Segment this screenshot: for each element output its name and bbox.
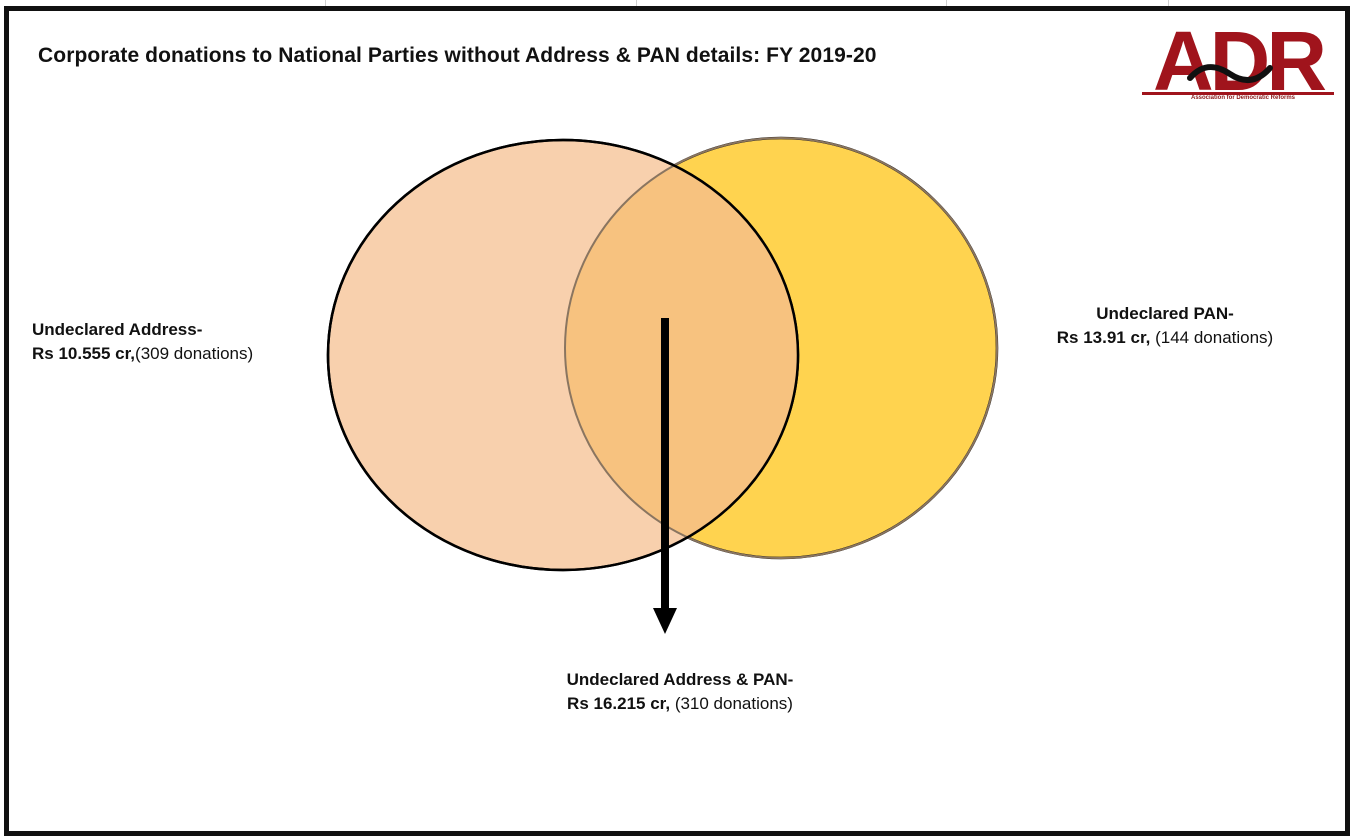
address-label: Undeclared Address- Rs 10.555 cr,(309 do… <box>32 318 253 366</box>
pan-count: (144 donations) <box>1155 328 1274 347</box>
adr-logo-bar <box>1142 92 1334 95</box>
gridline <box>636 0 637 6</box>
overlap-amount: Rs 16.215 cr, <box>567 694 671 713</box>
arrow-head <box>653 608 677 634</box>
gridline <box>325 0 326 6</box>
overlap-label: Undeclared Address & PAN- Rs 16.215 cr, … <box>480 668 880 716</box>
address-count: (309 donations) <box>135 344 254 363</box>
pan-amount: Rs 13.91 cr, <box>1056 328 1151 347</box>
overlap-heading: Undeclared Address & PAN- <box>566 670 794 689</box>
adr-logo-tagline: Association for Democratic Reforms <box>1190 95 1296 101</box>
gridline <box>1168 0 1169 6</box>
gridline <box>946 0 947 6</box>
overlap-region <box>565 140 798 558</box>
pan-label: Undeclared PAN- Rs 13.91 cr, (144 donati… <box>1000 302 1330 350</box>
adr-logo-swoosh <box>1187 64 1273 83</box>
arrow-shaft <box>661 318 669 612</box>
pan-heading: Undeclared PAN- <box>1096 304 1234 323</box>
adr-logo: ADR <box>1142 18 1334 108</box>
diagram-title: Corporate donations to National Parties … <box>38 44 877 67</box>
address-amount: Rs 10.555 cr, <box>32 344 136 363</box>
overlap-count: (310 donations) <box>674 694 793 713</box>
address-heading: Undeclared Address- <box>32 320 203 339</box>
pan-circle-outline <box>564 137 998 559</box>
address-circle-outline <box>326 138 800 572</box>
